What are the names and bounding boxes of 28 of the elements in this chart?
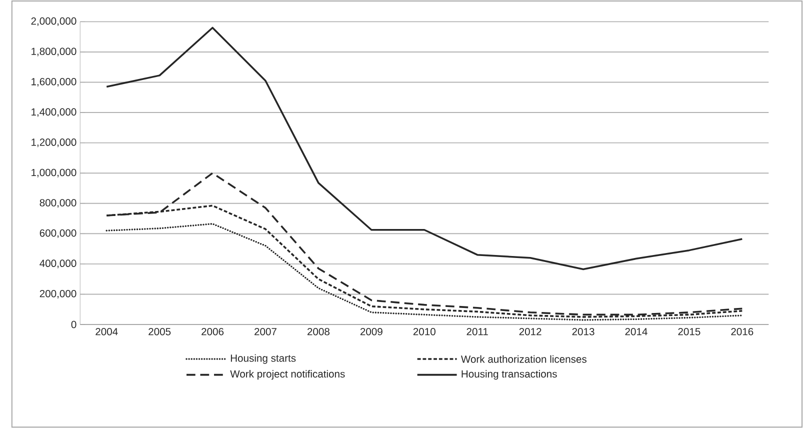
y-tick-label: 200,000 <box>40 290 76 298</box>
y-tick-label: 1,800,000 <box>32 48 76 56</box>
y-tick-label: 1,600,000 <box>32 78 76 86</box>
x-tick-label: 2013 <box>572 328 594 336</box>
y-tick-label: 800,000 <box>40 199 76 208</box>
y-tick-label: 400,000 <box>40 260 76 268</box>
legend-label: Housing transactions <box>462 370 557 380</box>
x-tick-label: 2015 <box>678 328 700 336</box>
x-tick-label: 2016 <box>731 328 754 336</box>
x-tick-label: 2006 <box>202 328 224 336</box>
x-tick-label: 2009 <box>360 328 382 336</box>
y-tick-label: 600,000 <box>40 229 76 238</box>
legend-label: Work project notifications <box>230 370 345 380</box>
x-tick-label: 2004 <box>96 328 118 336</box>
x-tick-label: 2014 <box>625 328 648 336</box>
legend-label: Work authorization licenses <box>460 355 586 363</box>
x-tick-label: 2012 <box>519 328 542 336</box>
x-tick-label: 2005 <box>148 328 171 336</box>
x-tick-label: 2010 <box>413 328 436 336</box>
y-tick-label: 0 <box>71 320 76 328</box>
y-tick-label: 1,200,000 <box>32 138 76 148</box>
legend-label: Housing starts <box>230 354 296 364</box>
x-tick-label: 2008 <box>308 328 330 336</box>
y-tick-label: 1,000,000 <box>32 168 76 178</box>
x-tick-label: 2011 <box>466 328 488 336</box>
y-tick-label: 2,000,000 <box>31 17 76 26</box>
y-tick-label: 1,400,000 <box>32 108 76 117</box>
x-tick-label: 2007 <box>254 328 276 336</box>
